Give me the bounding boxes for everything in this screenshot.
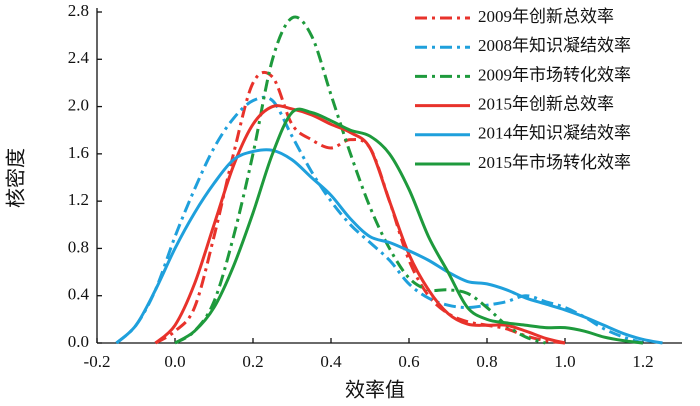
y-tick-label: 2.0 [68, 95, 89, 114]
legend-label: 2008年知识凝结效率 [478, 36, 631, 55]
legend-label: 2009年市场转化效率 [478, 65, 631, 84]
y-tick-label: 1.6 [68, 143, 89, 162]
y-tick-label: 0.0 [68, 332, 89, 351]
density-line [174, 15, 546, 345]
x-tick-label: 0.4 [320, 352, 342, 371]
x-tick-label: 0.8 [476, 352, 497, 371]
y-tick-label: 0.8 [68, 237, 89, 256]
legend-label: 2015年创新总效率 [478, 95, 614, 114]
x-tick-label: 0.6 [398, 352, 419, 371]
y-tick-label: 0.4 [68, 285, 90, 304]
density-line [174, 107, 644, 345]
y-tick-label: 2.8 [68, 1, 89, 20]
x-axis-label: 效率值 [345, 379, 405, 402]
x-tick-label: 0.2 [242, 352, 263, 371]
y-tick-label: 1.2 [68, 190, 89, 209]
legend-label: 2014年知识凝结效率 [478, 124, 631, 143]
y-tick-label: 2.4 [68, 48, 90, 67]
legend-label: 2015年市场转化效率 [478, 153, 631, 172]
y-axis-label: 核密度 [5, 148, 28, 208]
x-tick-label: 1.2 [632, 352, 653, 371]
legend-label: 2009年创新总效率 [478, 7, 614, 26]
x-tick-label: 0.0 [164, 352, 185, 371]
density-line [115, 148, 663, 345]
density-line [154, 104, 566, 345]
x-tick-label: 1.0 [554, 352, 575, 371]
x-tick-label: -0.2 [84, 352, 111, 371]
